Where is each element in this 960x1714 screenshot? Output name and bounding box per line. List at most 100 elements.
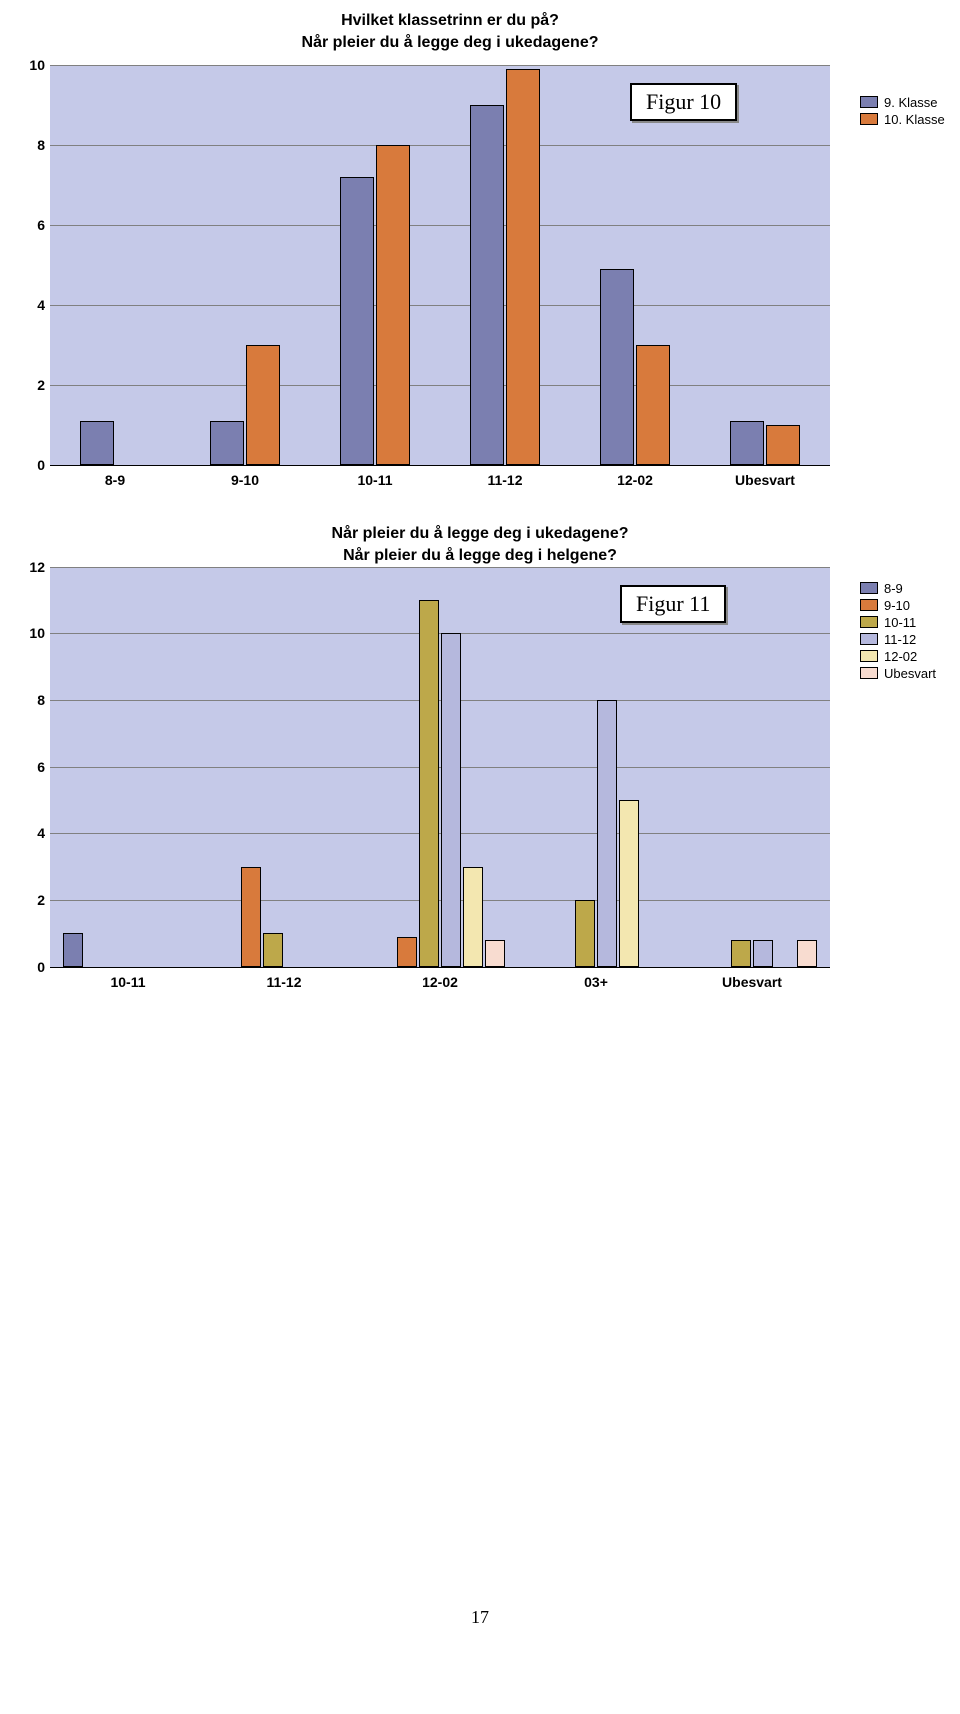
legend-label: 12-02 (884, 649, 917, 664)
bar-group (362, 567, 518, 967)
bars-row (50, 567, 830, 967)
legend-swatch (860, 113, 878, 125)
legend-swatch (860, 633, 878, 645)
legend-label: 9. Klasse (884, 95, 937, 110)
title-line-2: Når pleier du å legge deg i ukedagene? (200, 32, 700, 54)
x-tick-label: Ubesvart (700, 472, 830, 488)
bar (263, 933, 283, 966)
bar (441, 633, 461, 966)
bar (397, 937, 417, 967)
bar (619, 800, 639, 967)
between-subtitle-2: Når pleier du å legge deg i helgene? (0, 547, 960, 565)
legend-label: 10. Klasse (884, 112, 945, 127)
x-tick-label: 03+ (518, 974, 674, 990)
legend-label: 9-10 (884, 598, 910, 613)
bar (597, 700, 617, 967)
y-tick-label: 0 (20, 457, 45, 473)
bar (600, 269, 634, 465)
legend-item: 9. Klasse (860, 95, 945, 110)
bar-group (440, 65, 570, 465)
legend-label: 10-11 (884, 615, 916, 630)
plot-area: 024681012 (50, 567, 830, 968)
legend-label: 8-9 (884, 581, 903, 596)
chart-figur-11: 02468101210-1111-1212-0203+UbesvartFigur… (10, 567, 930, 1007)
bar (730, 421, 764, 465)
bar (463, 867, 483, 967)
bar (340, 177, 374, 465)
y-tick-label: 12 (20, 559, 45, 575)
bar-group (570, 65, 700, 465)
y-tick-label: 8 (20, 137, 45, 153)
figure-caption: Figur 10 (630, 83, 737, 121)
y-tick-label: 10 (20, 625, 45, 641)
legend-item: 10-11 (860, 615, 936, 630)
legend-swatch (860, 599, 878, 611)
y-tick-label: 6 (20, 217, 45, 233)
bar-group (700, 65, 830, 465)
bar-group (50, 567, 206, 967)
bar (575, 900, 595, 967)
x-tick-label: 8-9 (50, 472, 180, 488)
bar-group (50, 65, 180, 465)
x-labels: 8-99-1010-1111-1212-02Ubesvart (50, 472, 830, 488)
y-tick-label: 4 (20, 297, 45, 313)
legend-swatch (860, 667, 878, 679)
bar (63, 933, 83, 966)
y-tick-label: 8 (20, 692, 45, 708)
y-tick-label: 2 (20, 892, 45, 908)
bars-row (50, 65, 830, 465)
y-tick-label: 2 (20, 377, 45, 393)
legend-swatch (860, 616, 878, 628)
x-tick-label: 9-10 (180, 472, 310, 488)
bar (731, 940, 751, 967)
bar-group (674, 567, 830, 967)
bar (470, 105, 504, 465)
title-line-1: Hvilket klassetrinn er du på? (200, 10, 700, 32)
bar (485, 940, 505, 967)
y-tick-label: 10 (20, 57, 45, 73)
bar (210, 421, 244, 465)
bar (376, 145, 410, 465)
legend-item: 9-10 (860, 598, 936, 613)
chart-figur-10: 0246810 8-99-1010-1111-1212-02Ubesvart Fig… (10, 65, 930, 505)
x-tick-label: 10-11 (50, 974, 206, 990)
legend-swatch (860, 650, 878, 662)
bar (241, 867, 261, 967)
legend: 9. Klasse 10. Klasse (860, 95, 945, 129)
x-tick-label: 11-12 (440, 472, 570, 488)
legend-item: 8-9 (860, 581, 936, 596)
legend-item: 10. Klasse (860, 112, 945, 127)
bar-group (180, 65, 310, 465)
figure-caption: Figur 11 (620, 585, 726, 623)
legend: 8-9 9-10 10-11 11-12 12-02 Ubesvart (860, 581, 936, 683)
bar (636, 345, 670, 465)
legend-label: 11-12 (884, 632, 916, 647)
y-tick-label: 6 (20, 759, 45, 775)
x-tick-label: 12-02 (570, 472, 700, 488)
bar (766, 425, 800, 465)
between-subtitle-1: Når pleier du å legge deg i ukedagene? (0, 525, 960, 543)
bar (753, 940, 773, 967)
x-tick-label: Ubesvart (674, 974, 830, 990)
bar-group (310, 65, 440, 465)
bar-group (518, 567, 674, 967)
legend-item: Ubesvart (860, 666, 936, 681)
legend-swatch (860, 582, 878, 594)
bar-group (206, 567, 362, 967)
legend-label: Ubesvart (884, 666, 936, 681)
legend-item: 12-02 (860, 649, 936, 664)
legend-swatch (860, 96, 878, 108)
x-tick-label: 12-02 (362, 974, 518, 990)
page-number: 17 (0, 1607, 960, 1628)
plot-area: 0246810 (50, 65, 830, 466)
bar (797, 940, 817, 967)
bar (506, 69, 540, 465)
x-labels: 10-1111-1212-0203+Ubesvart (50, 974, 830, 990)
legend-item: 11-12 (860, 632, 936, 647)
bar (80, 421, 114, 465)
y-tick-label: 0 (20, 959, 45, 975)
y-tick-label: 4 (20, 825, 45, 841)
x-tick-label: 11-12 (206, 974, 362, 990)
bar (419, 600, 439, 967)
bar (246, 345, 280, 465)
